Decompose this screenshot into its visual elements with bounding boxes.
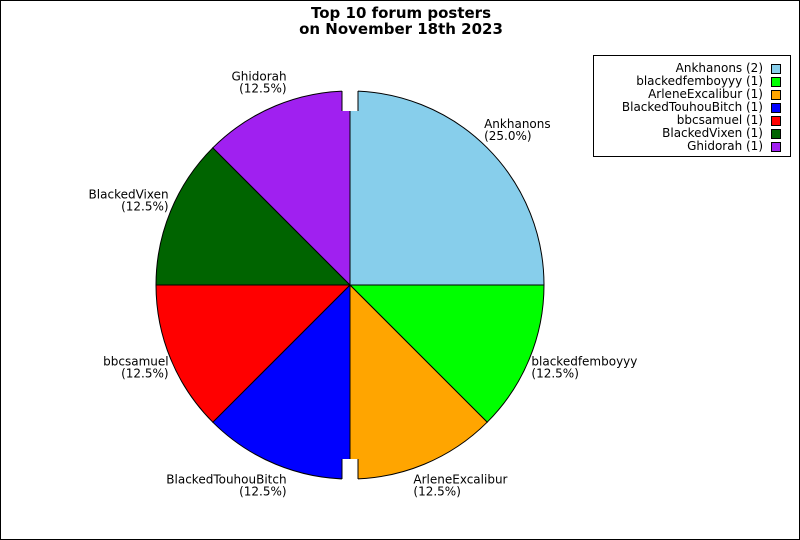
slice-label-blackedtouhoubitch: BlackedTouhouBitch (166, 472, 286, 486)
legend-item-arleneexcalibur: ArleneExcalibur (1) (594, 88, 790, 101)
slice-percent-bbcsamuel: (12.5%) (121, 366, 168, 380)
pie-slice-ankhanons (349, 90, 545, 286)
slice-label-ankhanons: Ankhanons (484, 117, 551, 131)
legend-label: bbcsamuel (1) (676, 113, 763, 127)
slice-label-arleneexcalibur: ArleneExcalibur (413, 472, 507, 486)
slice-percent-blackedfemboyyy: (12.5%) (531, 366, 578, 380)
pie-slice-bbcsamuel (155, 284, 352, 423)
chart-title-line-1: Top 10 forum posters (311, 4, 491, 22)
legend-label: Ankhanons (2) (675, 61, 763, 75)
legend-swatch (771, 76, 781, 87)
legend-label: BlackedVixen (1) (662, 126, 763, 140)
legend-label: Ghidorah (1) (687, 139, 763, 153)
legend-item-blackedvixen: BlackedVixen (1) (594, 127, 790, 140)
pie-gap-bottom (342, 459, 358, 481)
legend-item-ankhanons: Ankhanons (2) (594, 62, 790, 75)
legend-swatch (771, 102, 781, 113)
slice-percent-ghidorah: (12.5%) (239, 82, 286, 96)
legend-item-blackedtouhoubitch: BlackedTouhouBitch (1) (594, 101, 790, 114)
pie-slice-ghidorah (212, 90, 351, 287)
slice-label-ghidorah: Ghidorah (232, 70, 287, 84)
legend-item-blackedfemboyyy: blackedfemboyyy (1) (594, 75, 790, 88)
slice-percent-blackedvixen: (12.5%) (121, 200, 168, 214)
slice-label-blackedfemboyyy: blackedfemboyyy (531, 354, 637, 368)
legend-swatch (771, 89, 781, 100)
legend-label: ArleneExcalibur (1) (648, 87, 763, 101)
legend-swatch (771, 115, 781, 126)
legend: Ankhanons (2) blackedfemboyyy (1) ArleneEx… (593, 55, 791, 157)
slice-percent-ankhanons: (25.0%) (484, 129, 531, 143)
legend-item-ghidorah: Ghidorah (1) (594, 140, 790, 153)
pie-slice-blackedfemboyyy (348, 284, 545, 423)
slice-percent-blackedtouhoubitch: (12.5%) (239, 484, 286, 498)
legend-label: blackedfemboyyy (1) (636, 74, 763, 88)
pie-slice-blackedtouhoubitch (212, 283, 351, 480)
legend-item-bbcsamuel: bbcsamuel (1) (594, 114, 790, 127)
legend-swatch (771, 63, 781, 74)
chart-title: Top 10 forum posters on November 18th 20… (1, 4, 799, 38)
pie-slice-blackedvixen (155, 147, 352, 286)
pie-gap-top (342, 89, 358, 111)
slice-percent-arleneexcalibur: (12.5%) (413, 484, 460, 498)
chart-title-line-2: on November 18th 2023 (299, 20, 503, 38)
legend-swatch (771, 128, 781, 139)
legend-label: BlackedTouhouBitch (1) (621, 100, 763, 114)
slice-label-bbcsamuel: bbcsamuel (103, 354, 168, 368)
legend-swatch (771, 141, 781, 152)
pie-slice-arleneexcalibur (349, 283, 488, 480)
slice-label-blackedvixen: BlackedVixen (89, 188, 169, 202)
